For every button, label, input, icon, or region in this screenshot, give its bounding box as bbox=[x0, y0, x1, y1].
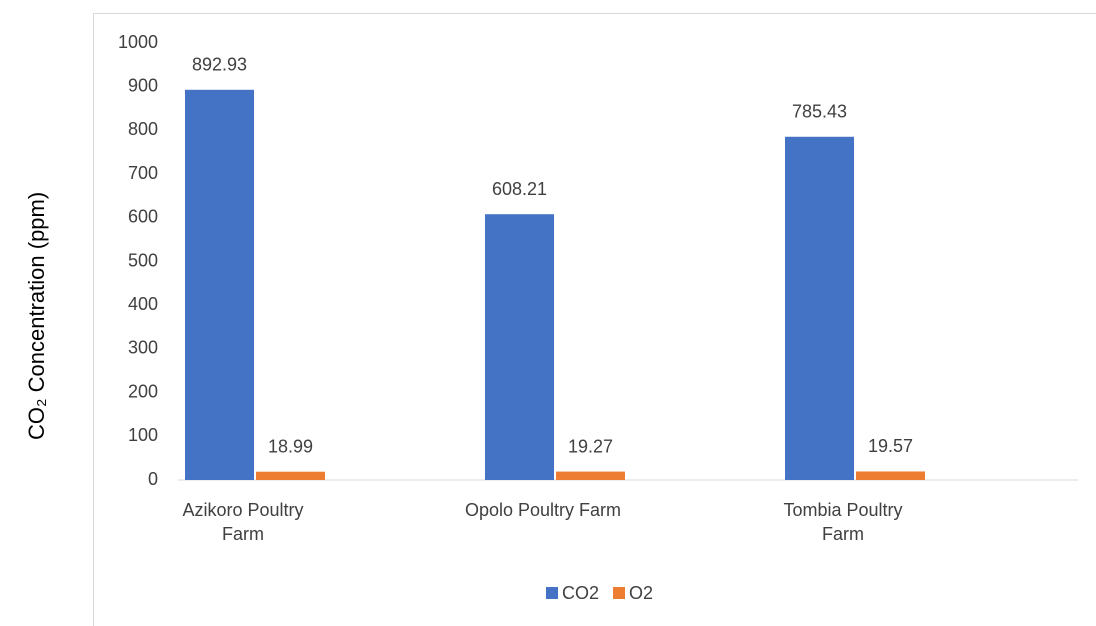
x-tick-label: Opolo Poultry Farm bbox=[464, 500, 622, 520]
bar bbox=[856, 471, 925, 480]
value-label: 19.27 bbox=[568, 436, 613, 456]
bar bbox=[256, 471, 325, 480]
value-label: 19.57 bbox=[868, 436, 913, 456]
y-tick-label: 600 bbox=[128, 207, 158, 227]
y-tick-label: 0 bbox=[148, 469, 158, 489]
y-tick-label: 300 bbox=[128, 338, 158, 358]
y-tick-label: 100 bbox=[128, 425, 158, 445]
x-tick-label: Tombia Poultry Farm bbox=[783, 500, 903, 544]
y-tick-label: 400 bbox=[128, 294, 158, 314]
chart-frame bbox=[93, 13, 1096, 626]
value-label: 892.93 bbox=[192, 55, 247, 75]
legend-label: CO2 bbox=[562, 583, 599, 603]
bar bbox=[785, 136, 854, 480]
y-tick-label: 200 bbox=[128, 381, 158, 401]
x-tick-label: Azikoro Poultry Farm bbox=[182, 500, 304, 544]
value-label: 18.99 bbox=[268, 436, 313, 456]
y-tick-label: 900 bbox=[128, 75, 158, 95]
y-tick-label: 1000 bbox=[118, 32, 158, 52]
legend-label: O2 bbox=[629, 583, 653, 603]
y-tick-label: 800 bbox=[128, 119, 158, 139]
y-tick-label: 700 bbox=[128, 163, 158, 183]
y-axis-label: CO₂ Concentration (ppm) bbox=[24, 192, 49, 440]
y-tick-label: 500 bbox=[128, 250, 158, 270]
legend-swatch bbox=[613, 587, 626, 599]
bar bbox=[556, 471, 625, 480]
bar bbox=[185, 89, 254, 481]
legend-swatch bbox=[546, 587, 558, 599]
value-label: 785.43 bbox=[792, 102, 847, 122]
bar bbox=[485, 214, 554, 481]
value-label: 608.21 bbox=[492, 179, 547, 199]
